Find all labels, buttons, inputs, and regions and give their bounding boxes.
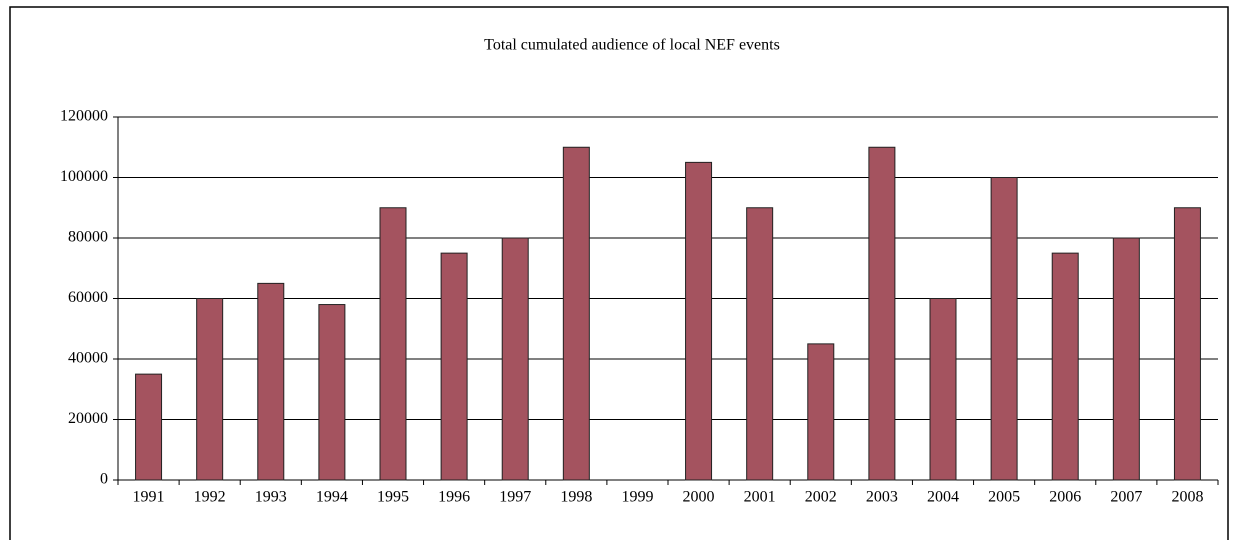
y-tick-label: 120000 xyxy=(60,108,108,125)
x-tick-label: 2001 xyxy=(744,489,776,506)
bar xyxy=(868,146,896,481)
x-tick-label: 2000 xyxy=(683,489,715,506)
bar xyxy=(196,298,224,481)
x-tick-label: 1996 xyxy=(438,489,470,506)
bar xyxy=(440,252,468,481)
x-tick-label: 1993 xyxy=(255,489,287,506)
x-tick-label: 2002 xyxy=(805,489,837,506)
y-tick-label: 20000 xyxy=(68,410,108,427)
x-tick-label: 1999 xyxy=(621,489,653,506)
bar xyxy=(257,282,285,481)
bar xyxy=(318,304,346,481)
bar xyxy=(135,373,163,481)
bar xyxy=(1173,207,1201,481)
y-tick-label: 40000 xyxy=(68,350,108,367)
x-tick-label: 2008 xyxy=(1171,489,1203,506)
bar xyxy=(1051,252,1079,481)
x-tick-label: 2003 xyxy=(866,489,898,506)
x-tick-label: 1997 xyxy=(499,489,531,506)
x-tick-label: 1994 xyxy=(316,489,348,506)
chart-title: Total cumulated audience of local NEF ev… xyxy=(484,37,780,54)
bar xyxy=(929,298,957,481)
chart-frame xyxy=(9,6,1229,540)
x-tick-label: 1998 xyxy=(560,489,592,506)
x-tick-label: 2004 xyxy=(927,489,959,506)
bar xyxy=(562,146,590,481)
bar xyxy=(685,161,713,481)
bar xyxy=(807,343,835,481)
bar xyxy=(501,237,529,481)
y-tick-label: 60000 xyxy=(68,289,108,306)
y-tick-label: 80000 xyxy=(68,229,108,246)
x-tick-label: 2005 xyxy=(988,489,1020,506)
bar xyxy=(990,177,1018,481)
x-tick-label: 1995 xyxy=(377,489,409,506)
x-tick-label: 1992 xyxy=(194,489,226,506)
y-tick-label: 100000 xyxy=(60,168,108,185)
x-tick-label: 1991 xyxy=(133,489,165,506)
bar xyxy=(746,207,774,481)
bar xyxy=(379,207,407,481)
x-tick-label: 2007 xyxy=(1110,489,1142,506)
y-tick-label: 0 xyxy=(100,471,108,488)
x-tick-label: 2006 xyxy=(1049,489,1081,506)
bar xyxy=(1112,237,1140,481)
